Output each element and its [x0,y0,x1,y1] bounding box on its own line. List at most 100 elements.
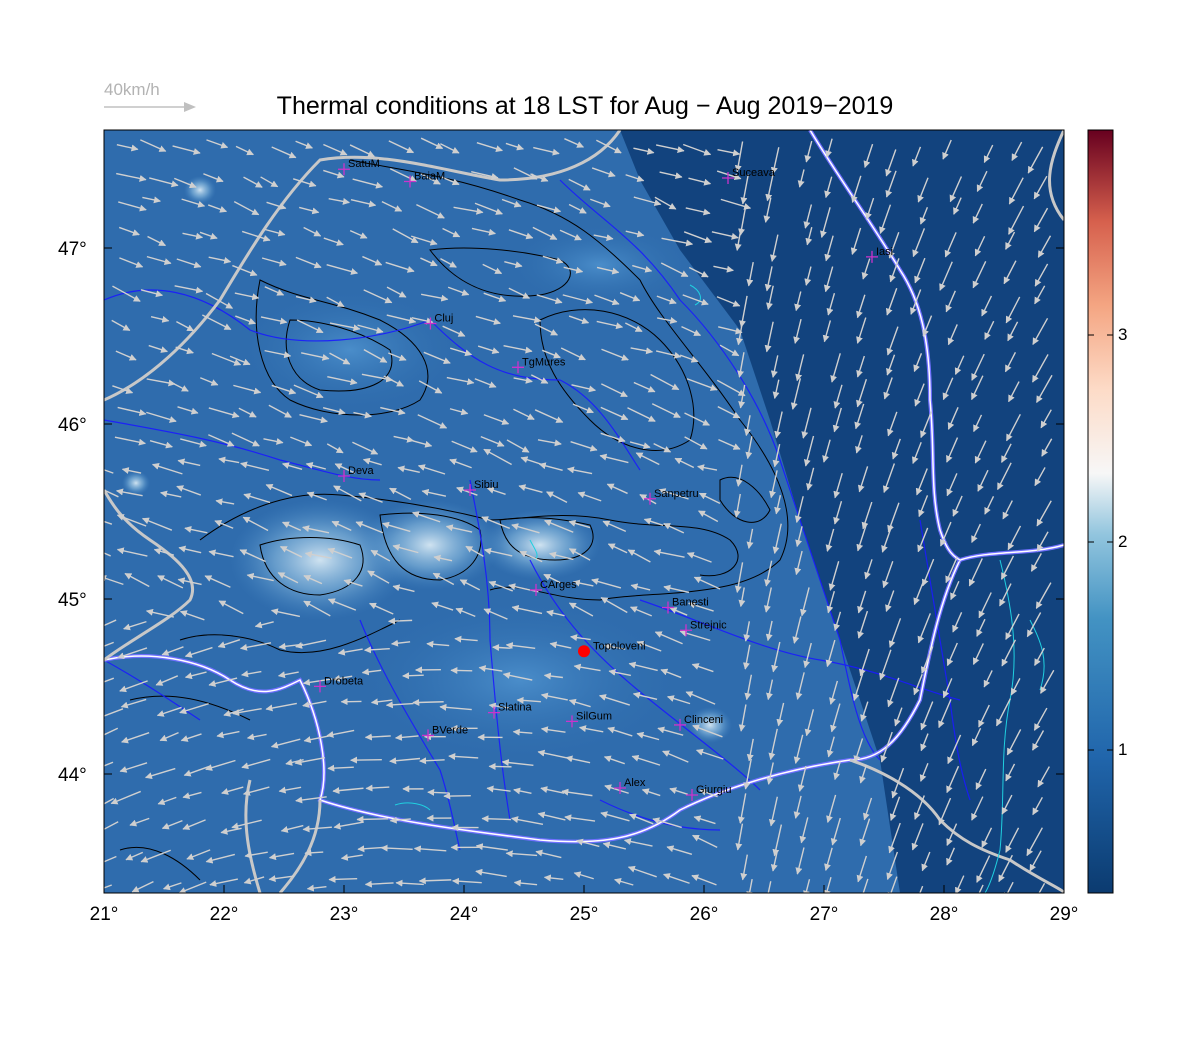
wind-arrow [433,554,453,562]
station-marker [530,583,542,596]
wind-arrow [984,320,995,340]
wind-arrow [544,519,574,533]
wind-arrow [362,255,383,266]
wind-arrow [655,144,685,153]
wind-arrow [976,855,991,883]
wind-arrow [174,285,204,294]
wind-arrow [886,851,899,881]
wind-arrow [575,838,600,848]
wind-arrow [474,202,503,215]
wind-arrow [742,644,751,670]
wind-arrow [380,406,406,416]
wind-arrow [241,230,271,242]
wind-arrow [856,378,868,408]
wind-arrow [440,176,460,186]
wind-arrow [921,851,931,872]
wind-arrow [688,266,709,278]
wind-arrow [235,145,254,156]
wind-arrow [300,352,330,361]
wind-arrow [974,235,986,257]
wind-arrow [426,640,450,648]
wind-arrow [246,733,267,741]
x-tick-label: 21° [89,904,119,925]
wind-arrow [830,353,841,383]
wind-arrow [945,290,956,313]
plain-zone [360,600,680,760]
wind-arrow [563,266,584,274]
wind-arrow [793,318,802,344]
wind-arrow [976,170,988,193]
wind-arrow [803,642,812,669]
x-tick-label: 27° [809,904,839,925]
wind-arrow [332,674,353,682]
wind-arrow [631,754,661,766]
wind-arrow [1008,177,1024,205]
wind-arrow [829,680,839,705]
wind-arrow [161,646,184,656]
wind-arrow [919,762,929,782]
wind-arrow [764,321,774,353]
wind-arrow [594,294,620,306]
wind-arrow [942,377,954,401]
wind-arrow [475,868,507,878]
station-marker [614,782,626,795]
wind-arrow [568,698,591,708]
wind-arrow [859,818,871,847]
wind-arrow [446,376,475,386]
wind-arrow [735,823,744,851]
wind-arrow [628,661,658,672]
wind-arrow [484,547,513,557]
wind-arrow [184,646,213,658]
wind-arrow [260,316,288,325]
x-tick-label: 22° [209,904,239,925]
wind-arrow [570,634,591,642]
wind-arrow [239,549,266,563]
map-title: Thermal conditions at 18 LST for Aug − A… [276,92,894,120]
wind-arrow [891,438,901,460]
wind-arrow [413,845,447,853]
wind-arrow [302,678,333,686]
reference-vector-arrow [104,102,196,112]
wind-arrow [633,196,662,207]
wind-arrow [977,469,989,492]
wind-arrow [939,261,953,291]
wind-arrow [922,315,933,337]
wind-arrow [218,456,240,464]
fagaras-zone [480,510,600,580]
wind-arrow [140,289,164,298]
wind-arrow [769,470,778,499]
wind-arrow [1001,639,1017,667]
wind-arrow [116,547,148,557]
wind-arrow [1036,500,1052,527]
station-label: Clinceni [684,714,723,726]
wind-arrow [912,146,922,167]
wind-arrow [568,548,591,561]
wind-arrow [432,572,455,586]
wind-arrow [822,439,831,463]
wind-arrow [968,558,983,587]
wind-arrow [911,823,924,851]
wind-arrow [302,525,330,534]
hotspot [184,176,216,204]
wind-arrow [591,167,616,178]
wind-arrow [792,616,802,644]
wind-arrow [1034,285,1046,305]
wind-arrow [600,597,628,614]
wind-arrow [744,674,753,701]
wind-arrow [1033,707,1048,731]
wind-arrow [215,498,235,506]
wind-arrow [568,178,591,191]
wind-arrow [921,558,935,587]
wind-arrow [627,407,656,422]
x-tick-label: 28° [929,904,959,925]
wind-arrow [270,738,301,749]
wind-arrow [772,523,782,554]
wind-arrow [804,709,815,737]
wind-arrow [326,264,359,275]
wind-arrow [326,729,355,738]
wind-arrow [271,146,297,159]
wind-arrow [764,560,773,587]
wind-arrow [352,178,384,189]
cool-region [620,130,1064,893]
wind-arrow [412,698,444,706]
